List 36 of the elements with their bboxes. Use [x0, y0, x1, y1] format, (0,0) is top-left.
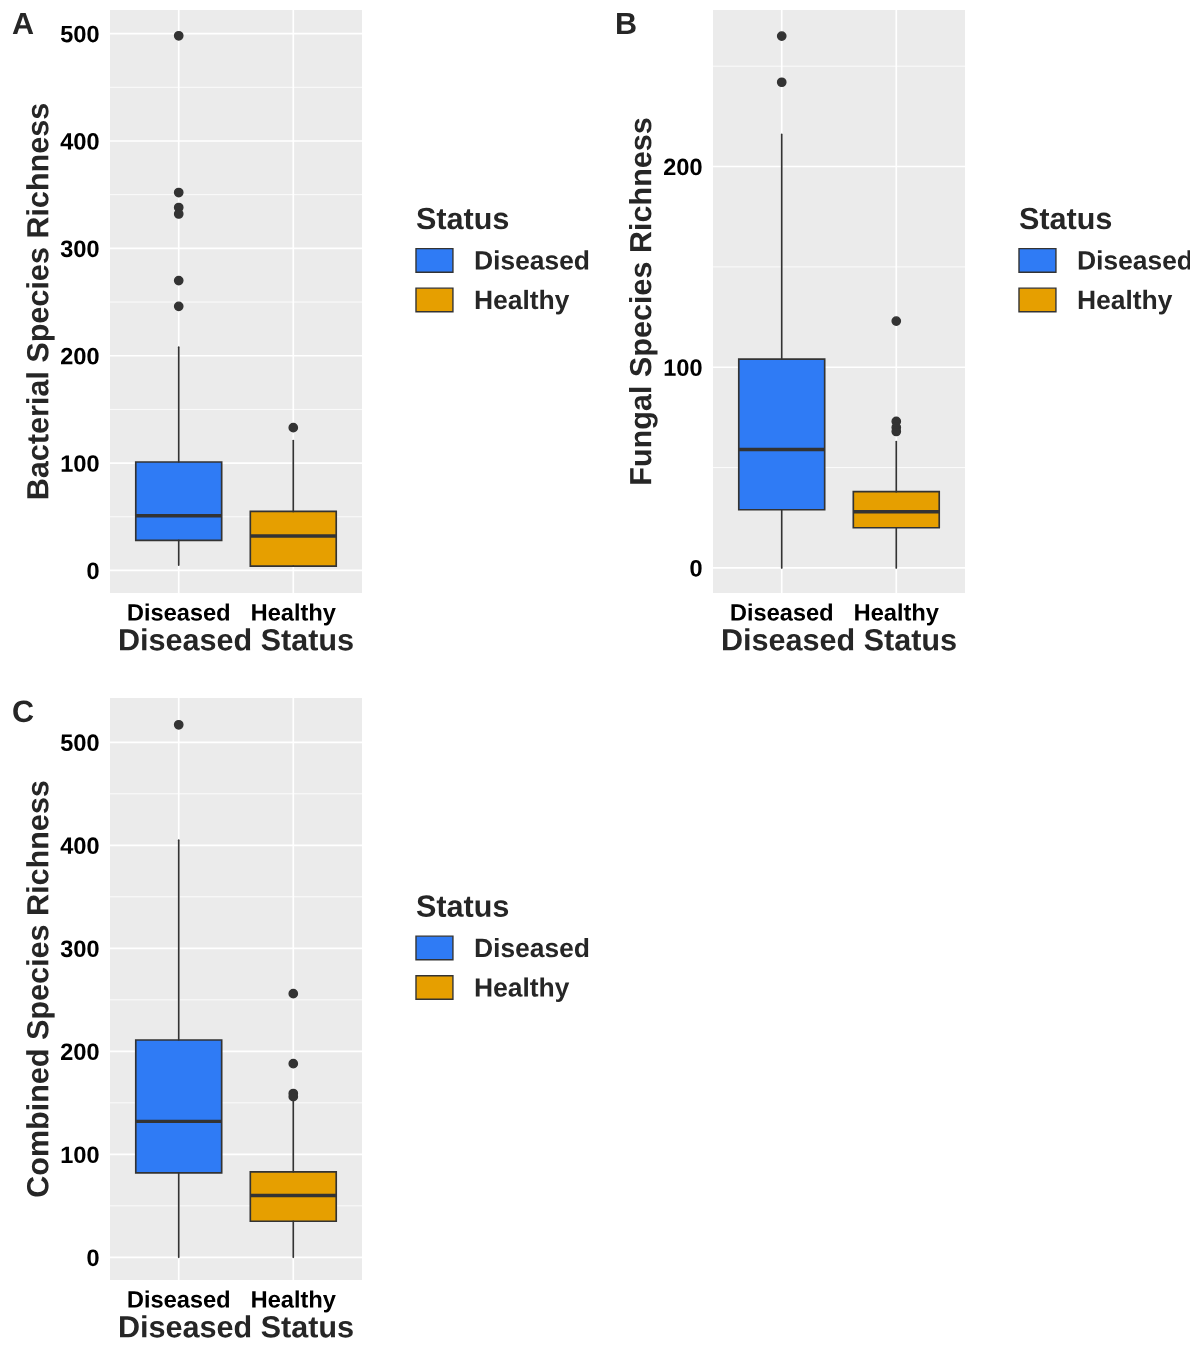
y-tick-label: 400: [60, 837, 99, 855]
text: A: [12, 12, 34, 34]
legend-label: Healthy: [475, 289, 570, 315]
legend-label: Healthy: [475, 977, 570, 1003]
x-axis-title: Diseased Status: [120, 628, 353, 651]
y-tick-label: 400: [60, 133, 99, 150]
y-tick-label: 200: [61, 347, 99, 365]
legend-title: Status: [416, 207, 509, 230]
y-tick-label: 300: [60, 240, 99, 258]
y-tick-label: 300: [60, 940, 99, 958]
x-tick-label: Diseased: [128, 603, 230, 621]
x-tick-label: Diseased: [731, 603, 833, 621]
x-tick-label: Healthy: [855, 603, 939, 626]
y-tick-label: 100: [664, 359, 702, 377]
legend-title: Status: [1019, 207, 1112, 230]
y-axis-title: Bacterial Species Richness: [26, 104, 55, 499]
y-tick-label: 200: [61, 1043, 99, 1061]
y-axis-title: Combined Species Richness: [26, 781, 55, 1197]
y-tick-label: 200: [664, 158, 702, 176]
x-tick-label: Healthy: [252, 603, 336, 626]
y-tick-label: 0: [690, 559, 702, 577]
legend-title: Status: [416, 895, 509, 917]
x-axis-title: Diseased Status: [120, 1315, 353, 1338]
y-axis-title: Fungal Species Richness: [629, 118, 658, 484]
text: B: [617, 12, 636, 34]
y-tick-label: 0: [87, 562, 99, 580]
y-tick-label: 100: [61, 455, 99, 472]
text: C: [13, 700, 34, 723]
legend-label: Diseased: [475, 250, 589, 270]
y-tick-label: 0: [87, 1249, 99, 1267]
y-tick-label: 500: [60, 25, 99, 43]
x-axis-title: Diseased Status: [723, 628, 956, 651]
legend-label: Healthy: [1078, 289, 1173, 315]
legend-label: Diseased: [475, 937, 589, 958]
y-tick-label: 500: [60, 734, 99, 752]
y-tick-label: 100: [61, 1146, 99, 1164]
